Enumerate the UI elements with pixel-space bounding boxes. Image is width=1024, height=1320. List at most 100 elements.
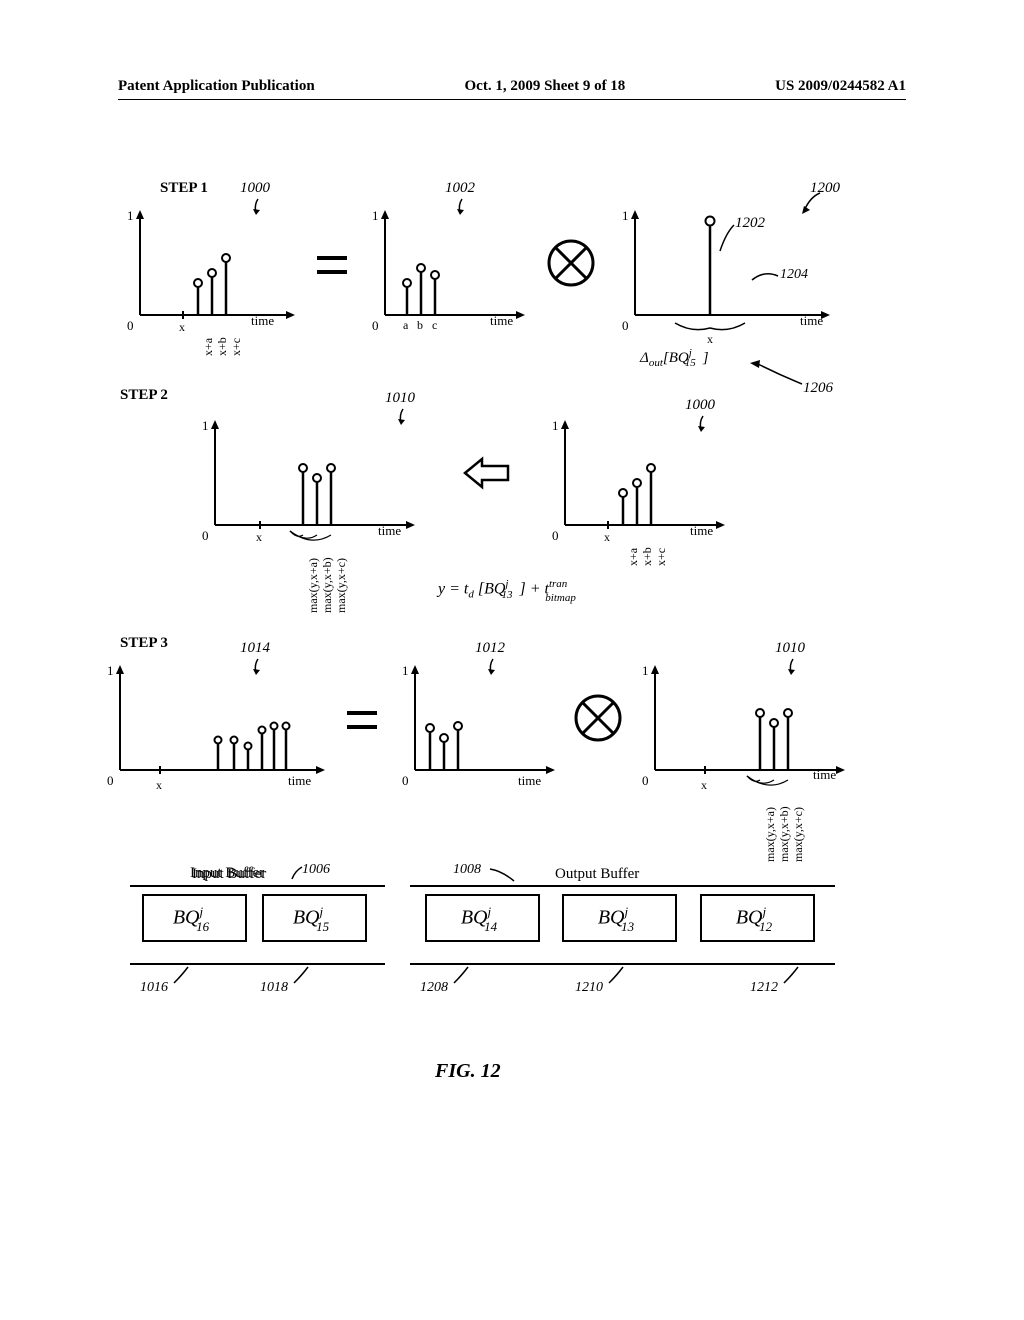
- header-right: US 2009/0244582 A1: [775, 78, 906, 95]
- step3-plot1: [100, 660, 335, 785]
- lead-1206: [750, 360, 810, 390]
- lead-1000a: [252, 197, 272, 217]
- lead-1002: [456, 197, 476, 217]
- conv-s1: [545, 237, 597, 289]
- ref-1008: 1008: [453, 862, 481, 878]
- lead-1204: [750, 270, 782, 290]
- s3p3-one: 1: [642, 663, 649, 679]
- lead-1212: [782, 965, 802, 985]
- input-buffer-title2: Input Buffer: [192, 866, 266, 883]
- s2p2-time: time: [690, 523, 713, 539]
- s2p1-time: time: [378, 523, 401, 539]
- s1p2-time: time: [490, 313, 513, 329]
- s3p1-zero: 0: [107, 773, 114, 789]
- step1-plot1: [120, 205, 320, 330]
- s2p1-mxb: max(y,x+b): [320, 557, 335, 613]
- s2p1-x: x: [256, 530, 262, 545]
- s3p3-mxa: max(y,x+a): [763, 807, 778, 862]
- ref-1002: 1002: [445, 180, 475, 197]
- s3p3-time: time: [813, 767, 836, 783]
- delta-out-label: Δout[BQj15]: [640, 347, 709, 369]
- bq14-box: BQj14: [425, 894, 540, 942]
- lead-1210: [607, 965, 627, 985]
- ref-1202: 1202: [735, 215, 765, 232]
- s1p2-c: c: [432, 318, 437, 333]
- s1p1-xa: x+a: [201, 338, 216, 356]
- s2p1-one: 1: [202, 418, 209, 434]
- ref-1010a: 1010: [385, 390, 415, 407]
- s1p2-zero: 0: [372, 318, 379, 334]
- step2-plot1: [195, 415, 425, 540]
- lead-1012: [487, 657, 507, 677]
- lead-1016: [172, 965, 192, 985]
- s3p2-zero: 0: [402, 773, 409, 789]
- s3p3-mxb: max(y,x+b): [777, 806, 792, 862]
- ref-1016: 1016: [140, 980, 168, 996]
- s1p3-x: x: [707, 332, 713, 347]
- step3-label: STEP 3: [120, 635, 168, 652]
- lead-1010b: [787, 657, 807, 677]
- step2-label: STEP 2: [120, 387, 168, 404]
- ref-1010b: 1010: [775, 640, 805, 657]
- s2p2-xa: x+a: [626, 548, 641, 566]
- lead-1018: [292, 965, 312, 985]
- bq16-box: BQj16: [142, 894, 247, 942]
- s1p1-xc: x+c: [229, 338, 244, 356]
- s1p1-x: x: [179, 320, 185, 335]
- equals-s3: [342, 705, 382, 735]
- s1p3-one: 1: [622, 208, 629, 224]
- s2p2-xb: x+b: [640, 547, 655, 566]
- equals-s1: [312, 250, 352, 280]
- s2p2-zero: 0: [552, 528, 559, 544]
- ref-1012: 1012: [475, 640, 505, 657]
- s1p2-one: 1: [372, 208, 379, 224]
- s1p3-time: time: [800, 313, 823, 329]
- bq15-box: BQj15: [262, 894, 367, 942]
- ref-1006: 1006: [302, 862, 330, 878]
- ref-1208: 1208: [420, 980, 448, 996]
- s1p2-a: a: [403, 318, 408, 333]
- s3p2-one: 1: [402, 663, 409, 679]
- ref-1014: 1014: [240, 640, 270, 657]
- ref-1204: 1204: [780, 267, 808, 283]
- lead-1006: [290, 865, 305, 883]
- s1p3-zero: 0: [622, 318, 629, 334]
- s3p3-mxc: max(y,x+c): [791, 807, 806, 862]
- step1-label: STEP 1: [160, 180, 208, 197]
- conv-s3: [572, 692, 624, 744]
- s3p1-x: x: [156, 778, 162, 793]
- bq13-box: BQj13: [562, 894, 677, 942]
- s3p3-zero: 0: [642, 773, 649, 789]
- header-left: Patent Application Publication: [118, 78, 315, 95]
- header-mid: Oct. 1, 2009 Sheet 9 of 18: [465, 78, 626, 95]
- s2p2-xc: x+c: [654, 548, 669, 566]
- s3p1-one: 1: [107, 663, 114, 679]
- lead-1200: [802, 189, 827, 219]
- lead-1202: [718, 223, 738, 258]
- s2p1-mxa: max(y,x+a): [306, 558, 321, 613]
- s2p2-x: x: [604, 530, 610, 545]
- lead-1208: [452, 965, 472, 985]
- s2p1-mxc: max(y,x+c): [334, 558, 349, 613]
- s3p2-time: time: [518, 773, 541, 789]
- output-buffer-title: Output Buffer: [555, 866, 639, 883]
- s2p2-one: 1: [552, 418, 559, 434]
- lead-1000b: [697, 414, 717, 434]
- ref-1000a: 1000: [240, 180, 270, 197]
- s1p2-b: b: [417, 318, 423, 333]
- s1p1-one: 1: [127, 208, 134, 224]
- formula-y: y = td [BQj13] + ttranbitmap: [438, 578, 598, 601]
- lead-1014: [252, 657, 272, 677]
- s2p1-zero: 0: [202, 528, 209, 544]
- ref-1210: 1210: [575, 980, 603, 996]
- left-arrow-s2: [460, 455, 515, 491]
- ref-1212: 1212: [750, 980, 778, 996]
- figure-caption: FIG. 12: [435, 1060, 501, 1083]
- ref-1018: 1018: [260, 980, 288, 996]
- s3p3-x: x: [701, 778, 707, 793]
- lead-1010a: [397, 407, 417, 427]
- ref-1000b: 1000: [685, 397, 715, 414]
- patent-header: Patent Application Publication Oct. 1, 2…: [118, 78, 906, 100]
- lead-1008: [488, 865, 518, 883]
- step1-plot2: [365, 205, 545, 330]
